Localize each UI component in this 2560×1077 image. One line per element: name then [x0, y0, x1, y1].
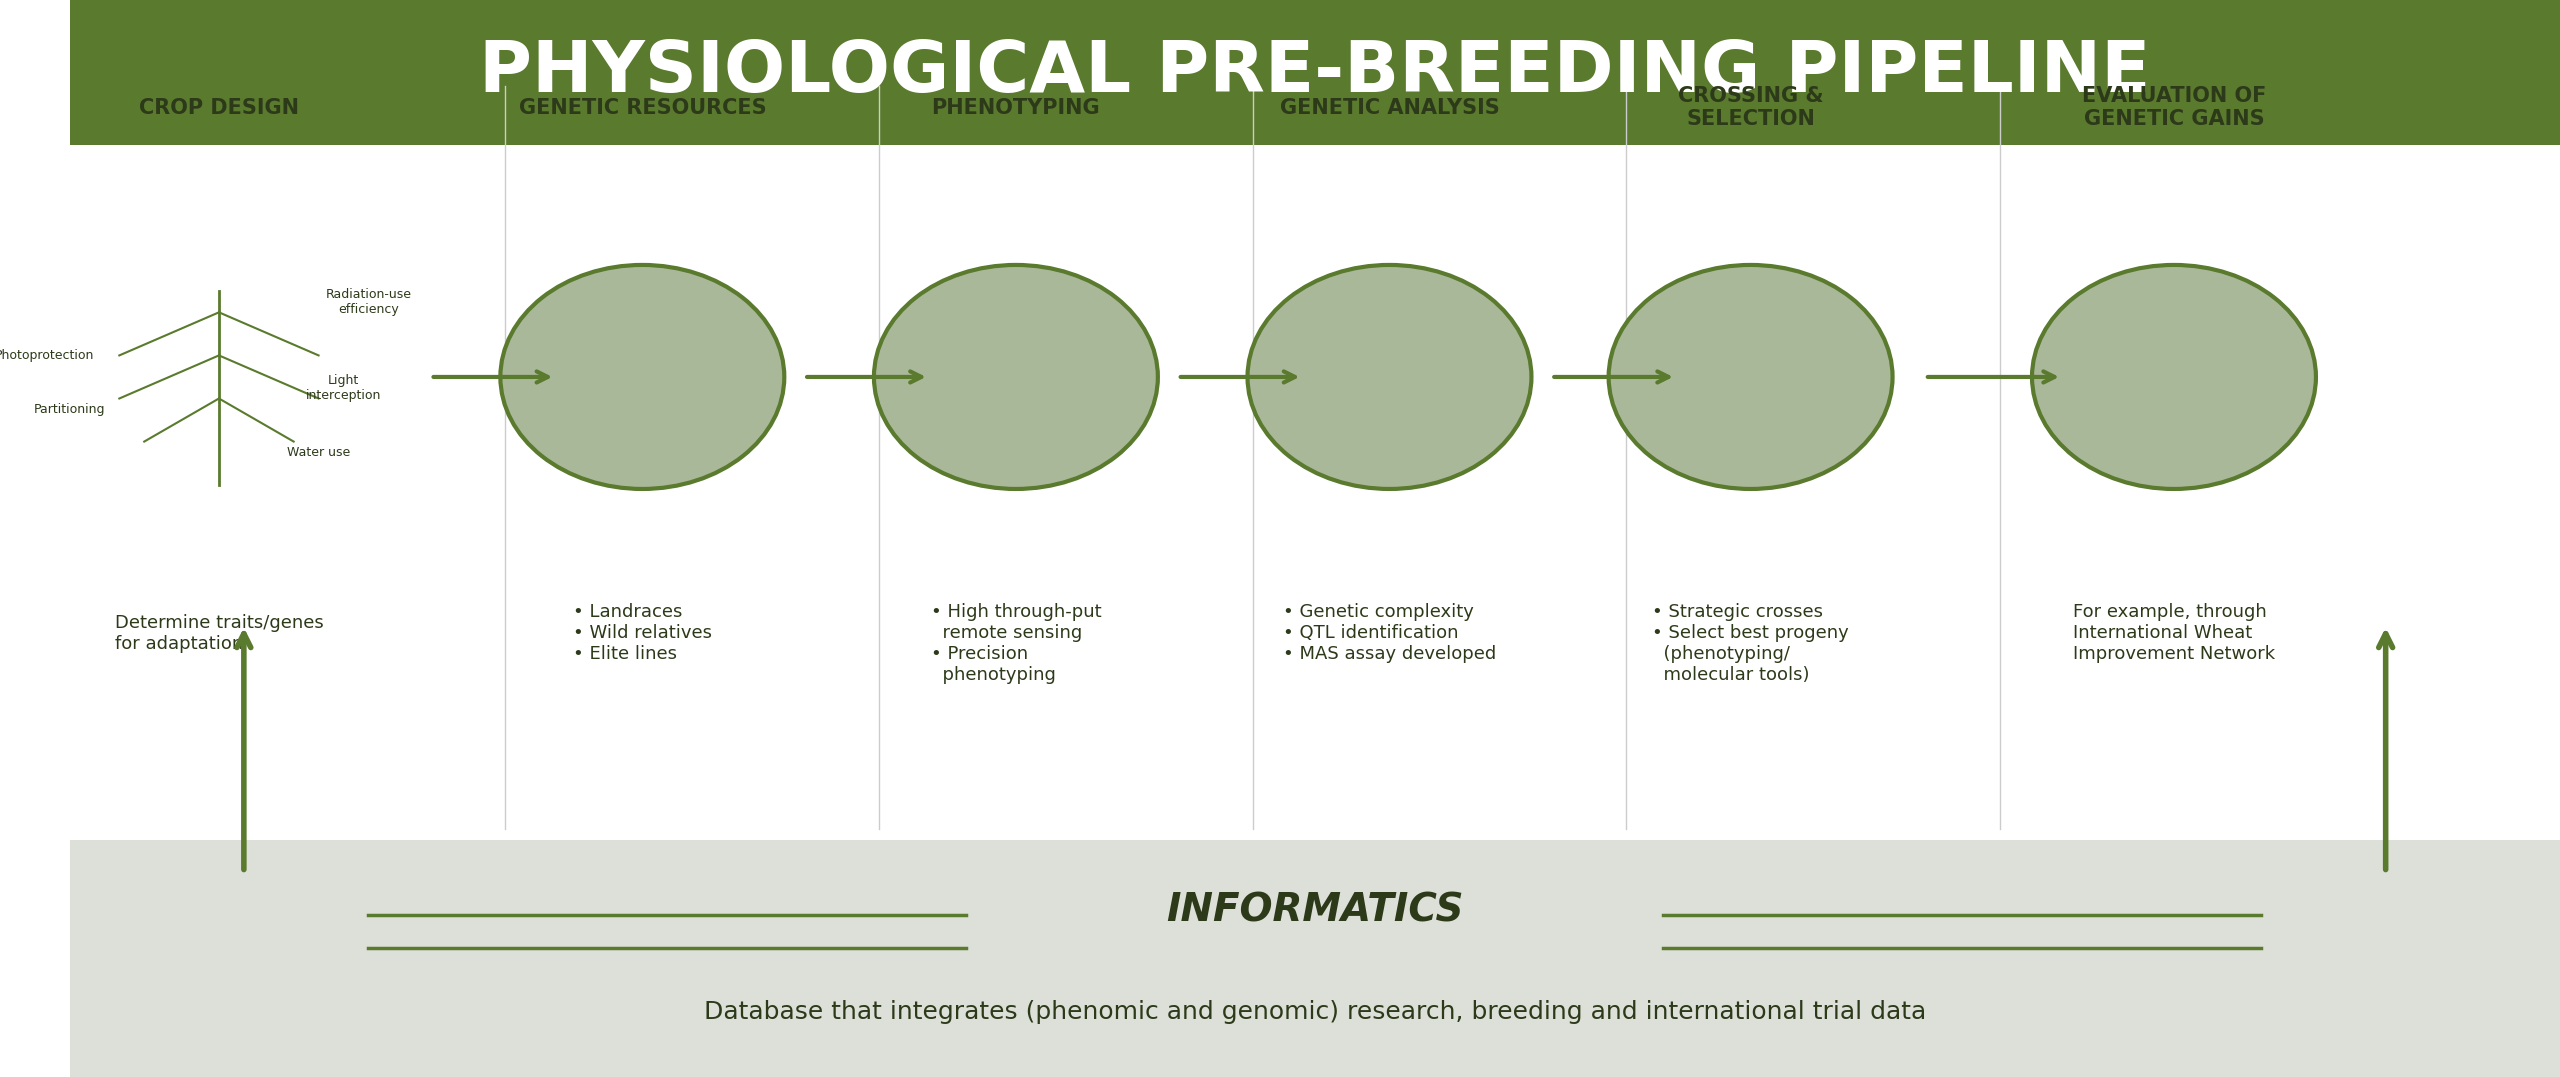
FancyArrowPatch shape	[1554, 372, 1669, 382]
Text: EVALUATION OF
GENETIC GAINS: EVALUATION OF GENETIC GAINS	[2081, 86, 2266, 129]
Text: • High through-put
  remote sensing
• Precision
  phenotyping: • High through-put remote sensing • Prec…	[932, 603, 1101, 684]
Text: CROP DESIGN: CROP DESIGN	[138, 98, 300, 117]
FancyBboxPatch shape	[69, 0, 2560, 145]
FancyArrowPatch shape	[2378, 633, 2394, 869]
Text: Photoprotection: Photoprotection	[0, 349, 95, 362]
Text: For example, through
International Wheat
Improvement Network: For example, through International Wheat…	[2074, 603, 2276, 662]
Text: Determine traits/genes
for adaptation: Determine traits/genes for adaptation	[115, 614, 323, 653]
Text: Water use: Water use	[287, 446, 351, 459]
Ellipse shape	[499, 265, 783, 489]
FancyArrowPatch shape	[433, 372, 548, 382]
FancyArrowPatch shape	[238, 633, 251, 869]
Text: Partitioning: Partitioning	[33, 403, 105, 416]
Text: Light
interception: Light interception	[305, 374, 381, 402]
Text: GENETIC RESOURCES: GENETIC RESOURCES	[520, 98, 765, 117]
Text: GENETIC ANALYSIS: GENETIC ANALYSIS	[1280, 98, 1500, 117]
Text: Radiation-use
efficiency: Radiation-use efficiency	[325, 288, 412, 316]
FancyArrowPatch shape	[1928, 372, 2056, 382]
Ellipse shape	[1247, 265, 1531, 489]
Text: • Strategic crosses
• Select best progeny
  (phenotyping/
  molecular tools): • Strategic crosses • Select best progen…	[1651, 603, 1848, 684]
Text: PHYSIOLOGICAL PRE-BREEDING PIPELINE: PHYSIOLOGICAL PRE-BREEDING PIPELINE	[479, 38, 2150, 108]
FancyArrowPatch shape	[1180, 372, 1295, 382]
FancyArrowPatch shape	[806, 372, 922, 382]
Text: CROSSING &
SELECTION: CROSSING & SELECTION	[1677, 86, 1823, 129]
FancyBboxPatch shape	[69, 840, 2560, 1077]
Ellipse shape	[1608, 265, 1892, 489]
Text: Database that integrates (phenomic and genomic) research, breeding and internati: Database that integrates (phenomic and g…	[704, 1001, 1925, 1024]
Text: PHENOTYPING: PHENOTYPING	[932, 98, 1101, 117]
Text: • Landraces
• Wild relatives
• Elite lines: • Landraces • Wild relatives • Elite lin…	[573, 603, 712, 662]
Ellipse shape	[2033, 265, 2317, 489]
Ellipse shape	[873, 265, 1157, 489]
Text: INFORMATICS: INFORMATICS	[1165, 891, 1464, 929]
Text: • Genetic complexity
• QTL identification
• MAS assay developed: • Genetic complexity • QTL identificatio…	[1283, 603, 1495, 662]
